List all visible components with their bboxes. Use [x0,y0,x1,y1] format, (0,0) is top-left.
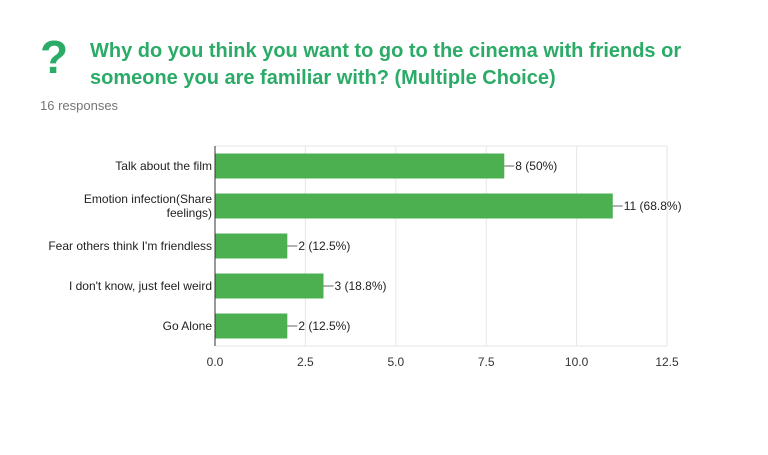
category-label: I don't know, just feel weird [69,279,212,293]
category-label: feelings) [167,206,212,220]
question-mark-icon: ? [40,31,69,83]
x-tick-label: 7.5 [478,355,495,369]
data-label: 2 (12.5%) [298,319,350,333]
x-tick-label: 12.5 [655,355,679,369]
x-tick-label: 2.5 [297,355,314,369]
x-tick-label: 0.0 [207,355,224,369]
category-label: Talk about the film [115,159,212,173]
response-count: 16 responses [40,98,119,113]
data-label: 11 (68.8%) [624,199,682,213]
x-tick-label: 5.0 [387,355,404,369]
category-label: Emotion infection(Share [84,192,212,206]
data-label: 8 (50%) [515,159,557,173]
bar [215,233,288,259]
data-label: 3 (18.8%) [334,279,386,293]
bar [215,273,324,299]
category-label: Fear others think I'm friendless [48,239,212,253]
bar [215,193,613,219]
bar [215,313,288,339]
bar [215,153,505,179]
question-title: Why do you think you want to go to the c… [90,40,682,89]
data-label: 2 (12.5%) [298,239,350,253]
category-label: Go Alone [163,319,213,333]
x-tick-label: 10.0 [565,355,589,369]
